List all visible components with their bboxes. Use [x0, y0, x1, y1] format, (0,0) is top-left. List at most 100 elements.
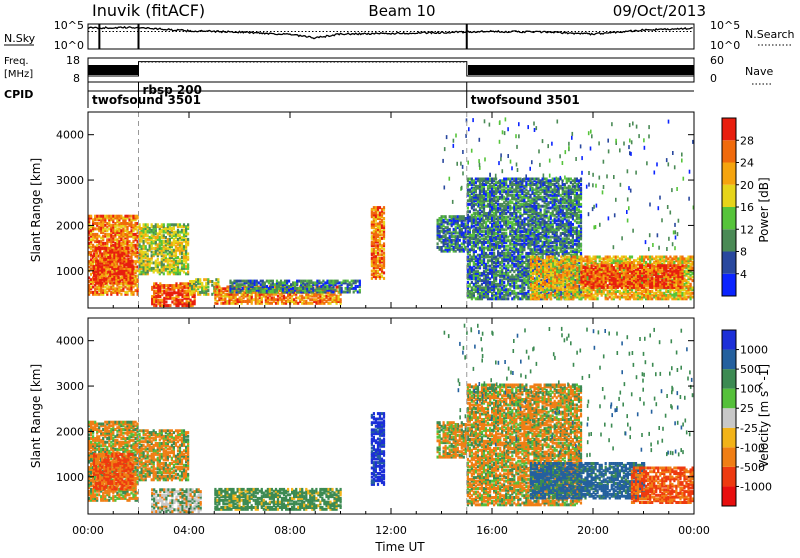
heatmap-cell [334, 289, 336, 292]
heatmap-cell [95, 274, 97, 277]
heatmap-cell [90, 278, 92, 281]
heatmap-cell [511, 266, 513, 269]
heatmap-cell [98, 215, 100, 218]
heatmap-cell [229, 280, 231, 283]
heatmap-cell [233, 280, 235, 283]
heatmap-cell [336, 295, 338, 298]
heatmap-cell [379, 248, 381, 251]
heatmap-cell [501, 188, 503, 191]
heatmap-cell [139, 243, 141, 246]
heatmap-cell [499, 228, 501, 231]
heatmap-cell [220, 287, 222, 290]
heatmap-cell [509, 283, 511, 286]
heatmap-cell [519, 297, 521, 300]
heatmap-cell [453, 235, 455, 238]
heatmap-cell [322, 291, 324, 294]
freq-label-line2: [MHz] [4, 69, 33, 80]
heatmap-cell [540, 208, 542, 211]
heatmap-cell [135, 275, 137, 278]
heatmap-cell [493, 252, 495, 255]
heatmap-cell [475, 181, 477, 184]
heatmap-cell [523, 185, 525, 188]
heatmap-cell [477, 221, 479, 224]
heatmap-cell [471, 241, 473, 244]
heatmap-cell [451, 232, 453, 235]
heatmap-cell [179, 269, 181, 272]
heatmap-cell [181, 229, 183, 232]
heatmap-cell [291, 295, 293, 298]
heatmap-cell [181, 225, 183, 228]
heatmap-cell [165, 284, 167, 287]
heatmap-cell [513, 203, 515, 206]
heatmap-cell [461, 242, 463, 245]
heatmap-cell [377, 222, 379, 225]
heatmap-cell [345, 287, 347, 290]
heatmap-cell [94, 227, 96, 230]
heatmap-cell [437, 246, 439, 249]
heatmap-cell [169, 288, 171, 291]
heatmap-cell [278, 281, 280, 284]
heatmap-cell [501, 208, 503, 211]
heatmap-cell [130, 218, 132, 221]
heatmap-cell [507, 216, 509, 219]
heatmap-cell [509, 194, 511, 197]
heatmap-cell [128, 240, 130, 243]
heatmap-cell [497, 203, 499, 206]
cpid-segment-label: rbsp 200 [143, 83, 202, 97]
heatmap-cell [449, 222, 451, 225]
heatmap-cell [284, 280, 286, 283]
heatmap-cell [268, 280, 270, 283]
heatmap-cell [479, 277, 481, 280]
heatmap-cell [157, 258, 159, 261]
nsearch-label: N.Search [745, 28, 795, 41]
heatmap-cell [98, 235, 100, 238]
heatmap-cell [105, 247, 107, 250]
heatmap-cell [521, 256, 523, 259]
heatmap-cell [124, 229, 126, 232]
heatmap-cell [249, 295, 251, 298]
heatmap-cell [383, 221, 385, 224]
heatmap-cell [481, 234, 483, 237]
heatmap-cell [517, 210, 519, 213]
heatmap-cell [216, 300, 218, 303]
heatmap-cell [161, 304, 163, 307]
heatmap-cell [189, 280, 191, 283]
heatmap-cell [248, 280, 250, 283]
heatmap-cell [511, 290, 513, 293]
heatmap-cell [469, 257, 471, 260]
heatmap-cell [443, 215, 445, 218]
heatmap-cell [296, 280, 298, 283]
heatmap-cell [159, 295, 161, 298]
heatmap-cell [523, 178, 525, 181]
heatmap-cell [383, 252, 385, 255]
heatmap-cell [98, 222, 100, 225]
heatmap-cell [489, 227, 491, 230]
heatmap-cell [542, 217, 544, 220]
heatmap-cell [495, 283, 497, 286]
heatmap-cell [293, 298, 295, 301]
heatmap-cell [489, 277, 491, 280]
heatmap-cell [215, 278, 217, 281]
heatmap-cell [183, 263, 185, 266]
heatmap-cell [177, 299, 179, 302]
heatmap-cell [381, 253, 383, 256]
heatmap-cell [247, 298, 249, 301]
heatmap-cell [509, 247, 511, 250]
heatmap-cell [90, 251, 92, 254]
heatmap-cell [238, 280, 240, 283]
heatmap-cell [535, 205, 537, 208]
heatmap-cell [521, 227, 523, 230]
heatmap-cell [449, 228, 451, 231]
heatmap-cell [304, 280, 306, 283]
heatmap-cell [449, 235, 451, 238]
heatmap-cell [93, 252, 95, 255]
heatmap-cell [304, 287, 306, 290]
heatmap-cell [114, 222, 116, 225]
heatmap-cell [475, 227, 477, 230]
heatmap-cell [509, 221, 511, 224]
heatmap-cell [179, 258, 181, 261]
heatmap-cell [270, 280, 272, 283]
heatmap-cell [226, 286, 228, 289]
heatmap-cell [509, 265, 511, 268]
heatmap-cell [258, 287, 260, 290]
